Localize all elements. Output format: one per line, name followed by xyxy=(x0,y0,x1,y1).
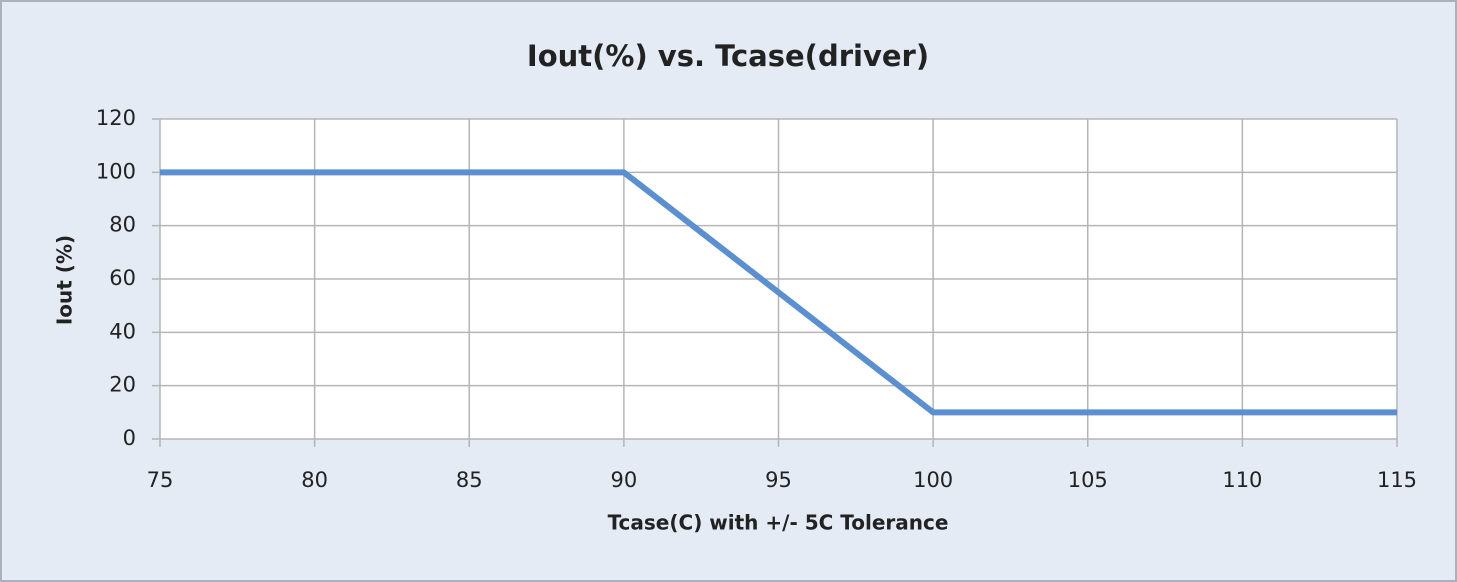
y-tick-label: 120 xyxy=(96,106,136,130)
y-tick-label: 100 xyxy=(96,159,136,183)
y-tick-label: 0 xyxy=(123,426,136,450)
data-line xyxy=(160,169,1397,416)
x-tick-label: 75 xyxy=(147,468,174,492)
x-tick-label: 115 xyxy=(1377,468,1417,492)
y-tick-label: 60 xyxy=(109,266,136,290)
y-axis-label: Iout (%) xyxy=(53,235,77,325)
x-tick-label: 80 xyxy=(301,468,328,492)
x-tick-label: 85 xyxy=(456,468,483,492)
x-tick-label: 110 xyxy=(1222,468,1262,492)
x-axis-label: Tcase(C) with +/- 5C Tolerance xyxy=(608,511,949,535)
x-tick-label: 105 xyxy=(1068,468,1108,492)
y-tick-label: 20 xyxy=(109,373,136,397)
chart-title: Iout(%) vs. Tcase(driver) xyxy=(527,39,929,73)
x-tick-label: 90 xyxy=(611,468,638,492)
y-tick-label: 40 xyxy=(109,319,136,343)
y-tick-label: 80 xyxy=(109,213,136,237)
x-tick-label: 95 xyxy=(765,468,792,492)
x-tick-label: 100 xyxy=(913,468,953,492)
